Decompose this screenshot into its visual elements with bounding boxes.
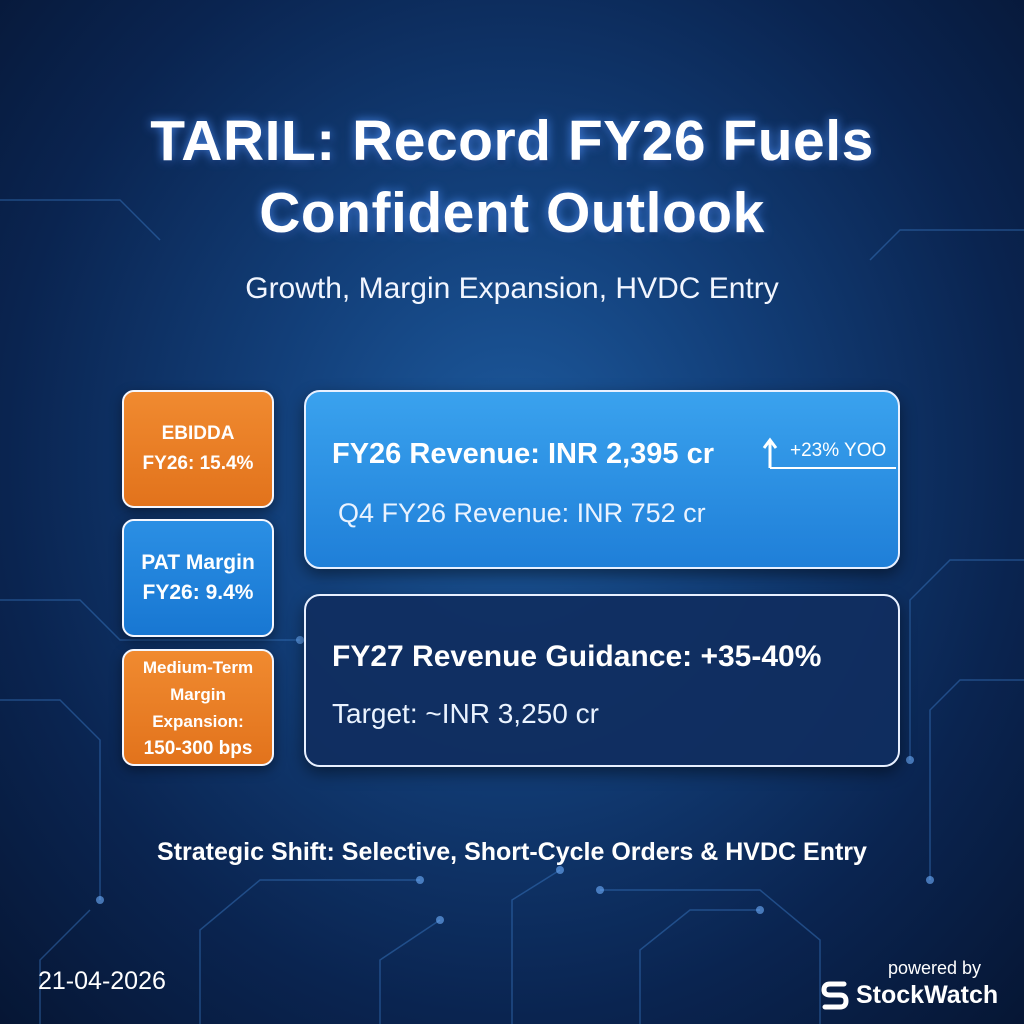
card-headline: FY27 Revenue Guidance: +35-40%: [332, 640, 822, 673]
card-value: 150-300 bps: [143, 737, 253, 759]
card-value: FY26: 9.4%: [142, 581, 254, 604]
metric-card: Medium-Term Margin Expansion: 150-300 bp…: [122, 649, 274, 766]
date: 21-04-2026: [38, 967, 166, 995]
card-label: Margin Expansion:: [152, 684, 244, 731]
growth-badge: [762, 437, 896, 469]
metric-card: EBIDDA FY26: 15.4%: [122, 390, 274, 508]
card-label: Medium-Term: [142, 657, 254, 677]
footer-text: Strategic Shift: Selective, Short-Cycle …: [157, 838, 867, 866]
guidance-card: FY27 Revenue Guidance: +35-40% Target: ~…: [304, 594, 900, 767]
card-label: PAT Margin: [141, 551, 255, 574]
card-subline: Target: ~INR 3,250 cr: [332, 698, 599, 729]
card-headline: FY26 Revenue: INR 2,395 cr: [332, 438, 715, 470]
card-label: EBIDDA: [161, 423, 235, 444]
growth-badge-text: +23% YOO: [790, 440, 887, 461]
title-line: TARIL: Record FY26 Fuels: [150, 109, 874, 173]
card-subline: Q4 FY26 Revenue: INR 752 cr: [338, 498, 706, 528]
card-value: FY26: 15.4%: [142, 453, 254, 474]
revenue-card: FY26 Revenue: INR 2,395 cr +23% YOO Q4 F…: [304, 390, 900, 569]
powered-by: powered by: [888, 958, 982, 978]
title-line: Confident Outlook: [259, 181, 765, 245]
subtitle: Growth, Margin Expansion, HVDC Entry: [245, 272, 779, 305]
brand-logo: [821, 981, 849, 1010]
metric-card: PAT Margin FY26: 9.4%: [122, 519, 274, 637]
brand-name: StockWatch: [856, 981, 999, 1009]
